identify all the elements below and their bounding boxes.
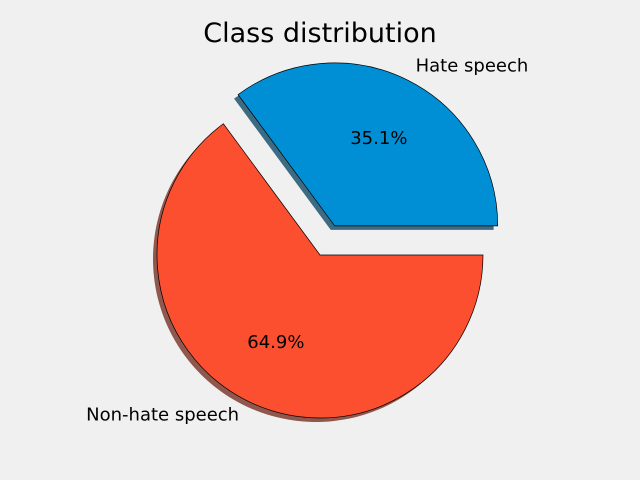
category-label-non-hate-speech: Non-hate speech: [86, 405, 239, 426]
chart-title: Class distribution: [203, 18, 436, 49]
pct-label-non-hate-speech: 64.9%: [247, 332, 304, 353]
pie-slice-hate-speech: [237, 62, 499, 227]
pie-layer: 35.1% Hate speech 64.9% Non-hate speech: [86, 55, 528, 425]
category-label-hate-speech: Hate speech: [416, 55, 529, 76]
pct-label-hate-speech: 35.1%: [350, 128, 407, 149]
pie-slice-non-hate-speech: [156, 123, 484, 419]
